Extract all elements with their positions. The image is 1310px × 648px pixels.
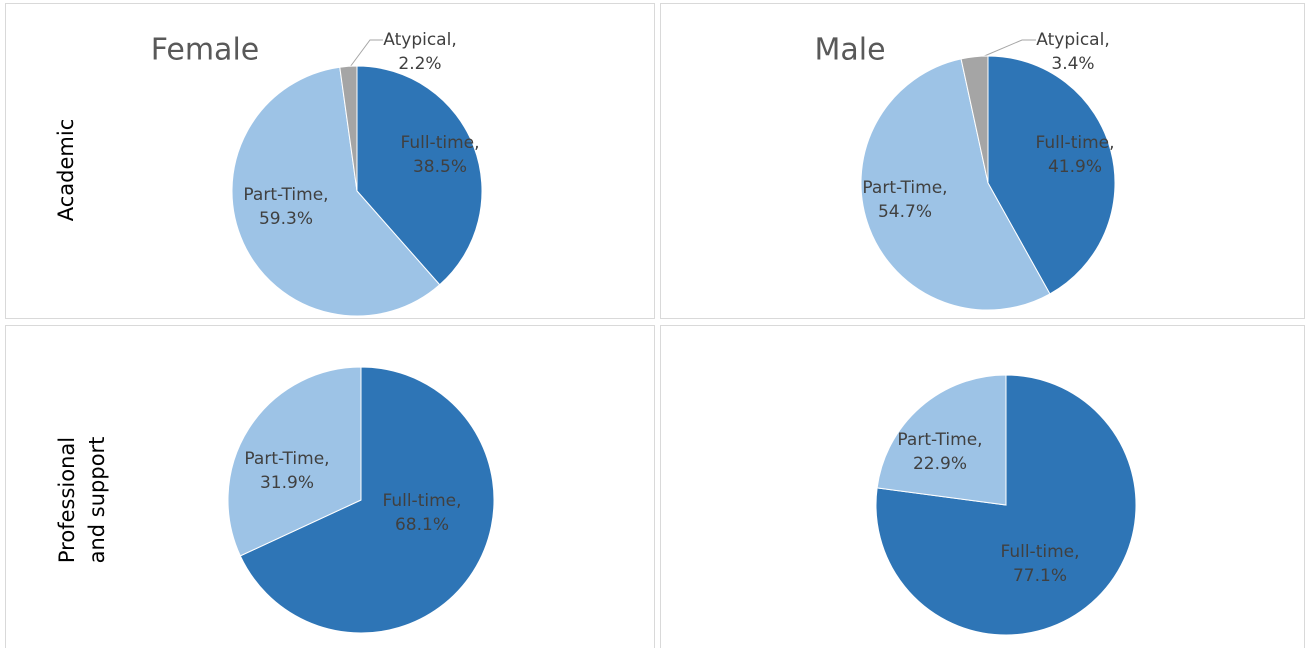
leader-line [981,39,1036,58]
pie-slice [356,65,483,286]
chart-title: Male [814,32,886,68]
pie-slice [860,58,1051,311]
pie-slice [339,65,358,192]
pie-slice [231,66,441,317]
data-label: Full-time, 77.1% [1000,542,1080,586]
leader-line [349,39,383,68]
data-label: Part-Time, 22.9% [897,430,983,474]
data-label: Part-Time, 31.9% [244,449,330,493]
panel [660,325,1305,648]
row-label: Professional and support [55,436,109,564]
pie-slice [987,55,1116,295]
pie-slice [960,55,989,184]
data-label: Atypical, 3.4% [1036,30,1110,74]
pie-slice [876,374,1007,506]
pie-slice [875,374,1137,636]
pie-slice [239,366,495,634]
pie-slice [227,366,362,557]
data-label: Part-Time, 54.7% [862,178,948,222]
data-label: Atypical, 2.2% [383,30,457,74]
panel [5,3,655,319]
chart-title: Female [150,32,260,68]
data-label: Full-time, 68.1% [382,491,462,535]
data-label: Full-time, 38.5% [400,133,480,177]
panel [660,3,1305,319]
data-label: Part-Time, 59.3% [243,185,329,229]
row-label: Academic [54,118,78,222]
data-label: Full-time, 41.9% [1035,133,1115,177]
panel [5,325,655,648]
